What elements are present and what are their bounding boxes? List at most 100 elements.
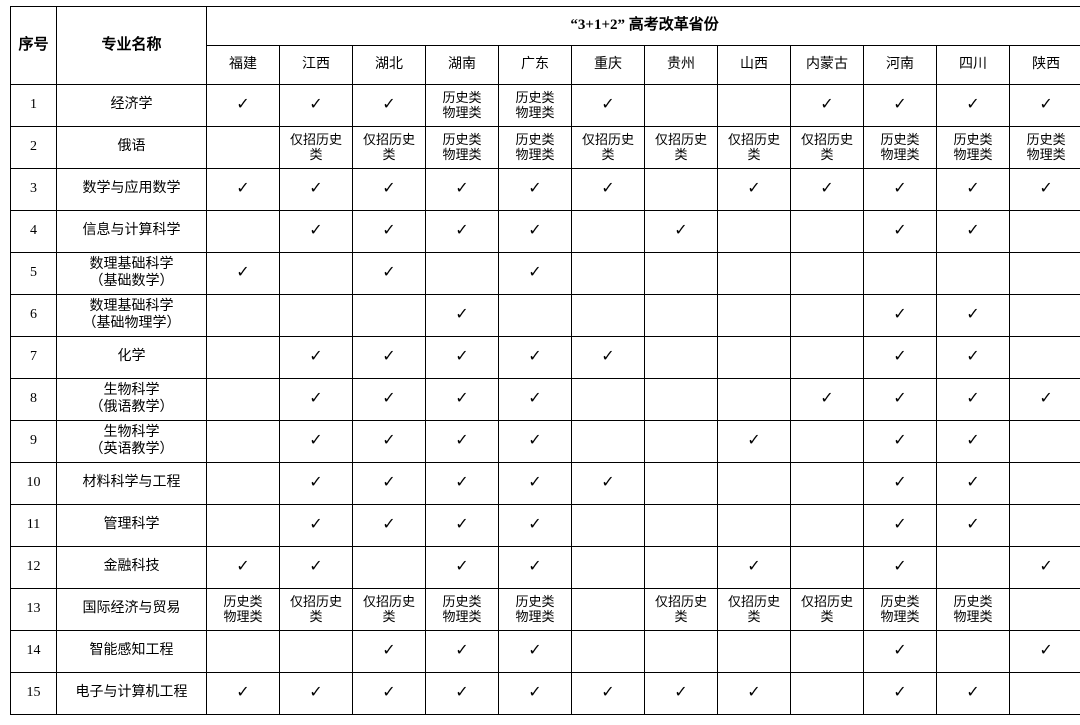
cell-value — [207, 211, 280, 253]
col-header-name: 专业名称 — [57, 7, 207, 85]
cell-value — [1010, 673, 1080, 715]
cell-value: ✓ — [864, 211, 937, 253]
cell-value: ✓ — [864, 673, 937, 715]
cell-value: ✓ — [280, 337, 353, 379]
check-icon: ✓ — [528, 558, 541, 575]
check-icon: ✓ — [893, 642, 906, 659]
cell-value: ✓ — [937, 295, 1010, 337]
check-icon: ✓ — [674, 684, 687, 701]
cell-value: ✓ — [426, 295, 499, 337]
cell-value — [791, 547, 864, 589]
major-name: 数理基础科学（基础物理学） — [57, 295, 207, 337]
table-row: 15电子与计算机工程✓✓✓✓✓✓✓✓✓✓ — [11, 673, 1080, 715]
check-icon: ✓ — [455, 390, 468, 407]
cell-value: ✓ — [1010, 169, 1080, 211]
row-index: 15 — [11, 673, 57, 715]
major-name: 数理基础科学（基础数学） — [57, 253, 207, 295]
cell-value: ✓ — [353, 673, 426, 715]
table-row: 7化学✓✓✓✓✓✓✓ — [11, 337, 1080, 379]
cell-value: ✓ — [864, 505, 937, 547]
cell-value: ✓ — [280, 421, 353, 463]
col-header-province: 四川 — [937, 46, 1010, 85]
check-icon: ✓ — [893, 390, 906, 407]
cell-value: ✓ — [937, 505, 1010, 547]
cell-value — [1010, 211, 1080, 253]
cell-value: 历史类物理类 — [499, 85, 572, 127]
major-name: 数学与应用数学 — [57, 169, 207, 211]
cell-value: ✓ — [280, 85, 353, 127]
col-header-province: 河南 — [864, 46, 937, 85]
col-header-province: 湖北 — [353, 46, 426, 85]
cell-value: 仅招历史类 — [353, 589, 426, 631]
cell-value: ✓ — [718, 547, 791, 589]
cell-value: ✓ — [499, 211, 572, 253]
check-icon: ✓ — [455, 348, 468, 365]
check-icon: ✓ — [382, 516, 395, 533]
row-index: 2 — [11, 127, 57, 169]
check-icon: ✓ — [893, 180, 906, 197]
cell-value — [718, 337, 791, 379]
cell-value: ✓ — [499, 463, 572, 505]
check-icon: ✓ — [382, 264, 395, 281]
check-icon: ✓ — [966, 474, 979, 491]
check-icon: ✓ — [966, 348, 979, 365]
cell-value: ✓ — [353, 631, 426, 673]
check-icon: ✓ — [236, 684, 249, 701]
check-icon: ✓ — [1039, 558, 1052, 575]
check-icon: ✓ — [309, 474, 322, 491]
check-icon: ✓ — [966, 180, 979, 197]
cell-value — [791, 337, 864, 379]
cell-value: ✓ — [353, 505, 426, 547]
cell-value — [572, 211, 645, 253]
cell-value: ✓ — [937, 85, 1010, 127]
cell-value: ✓ — [499, 253, 572, 295]
table-row: 2俄语仅招历史类仅招历史类历史类物理类历史类物理类仅招历史类仅招历史类仅招历史类… — [11, 127, 1080, 169]
cell-value: ✓ — [426, 463, 499, 505]
cell-value: ✓ — [499, 421, 572, 463]
check-icon: ✓ — [236, 558, 249, 575]
check-icon: ✓ — [674, 222, 687, 239]
check-icon: ✓ — [966, 684, 979, 701]
cell-value: ✓ — [937, 211, 1010, 253]
cell-value — [572, 505, 645, 547]
cell-value: ✓ — [1010, 85, 1080, 127]
col-header-province: 湖南 — [426, 46, 499, 85]
cell-value: ✓ — [353, 253, 426, 295]
cell-value — [499, 295, 572, 337]
cell-value — [572, 379, 645, 421]
row-index: 8 — [11, 379, 57, 421]
cell-value — [937, 547, 1010, 589]
check-icon: ✓ — [455, 516, 468, 533]
major-name: 金融科技 — [57, 547, 207, 589]
col-header-province: 重庆 — [572, 46, 645, 85]
check-icon: ✓ — [893, 348, 906, 365]
check-icon: ✓ — [528, 684, 541, 701]
cell-value — [718, 253, 791, 295]
cell-value — [864, 253, 937, 295]
cell-value — [791, 673, 864, 715]
table-header: 序号 专业名称 “3+1+2” 高考改革省份 福建 江西 湖北 湖南 广东 重庆… — [11, 7, 1080, 85]
cell-value: ✓ — [353, 85, 426, 127]
check-icon: ✓ — [601, 684, 614, 701]
cell-value: ✓ — [207, 673, 280, 715]
cell-value — [791, 253, 864, 295]
majors-table: 序号 专业名称 “3+1+2” 高考改革省份 福建 江西 湖北 湖南 广东 重庆… — [10, 6, 1080, 715]
cell-value: ✓ — [280, 169, 353, 211]
cell-value: ✓ — [718, 169, 791, 211]
cell-value: 历史类物理类 — [426, 85, 499, 127]
cell-value: 仅招历史类 — [718, 589, 791, 631]
row-index: 6 — [11, 295, 57, 337]
cell-value: ✓ — [499, 547, 572, 589]
check-icon: ✓ — [601, 348, 614, 365]
check-icon: ✓ — [893, 432, 906, 449]
cell-value: 仅招历史类 — [645, 127, 718, 169]
cell-value: 仅招历史类 — [280, 127, 353, 169]
check-icon: ✓ — [309, 432, 322, 449]
table-row: 12金融科技✓✓✓✓✓✓✓ — [11, 547, 1080, 589]
cell-value — [718, 295, 791, 337]
cell-value: 历史类物理类 — [426, 589, 499, 631]
cell-value — [207, 505, 280, 547]
major-name: 俄语 — [57, 127, 207, 169]
cell-value: ✓ — [572, 673, 645, 715]
check-icon: ✓ — [1039, 96, 1052, 113]
